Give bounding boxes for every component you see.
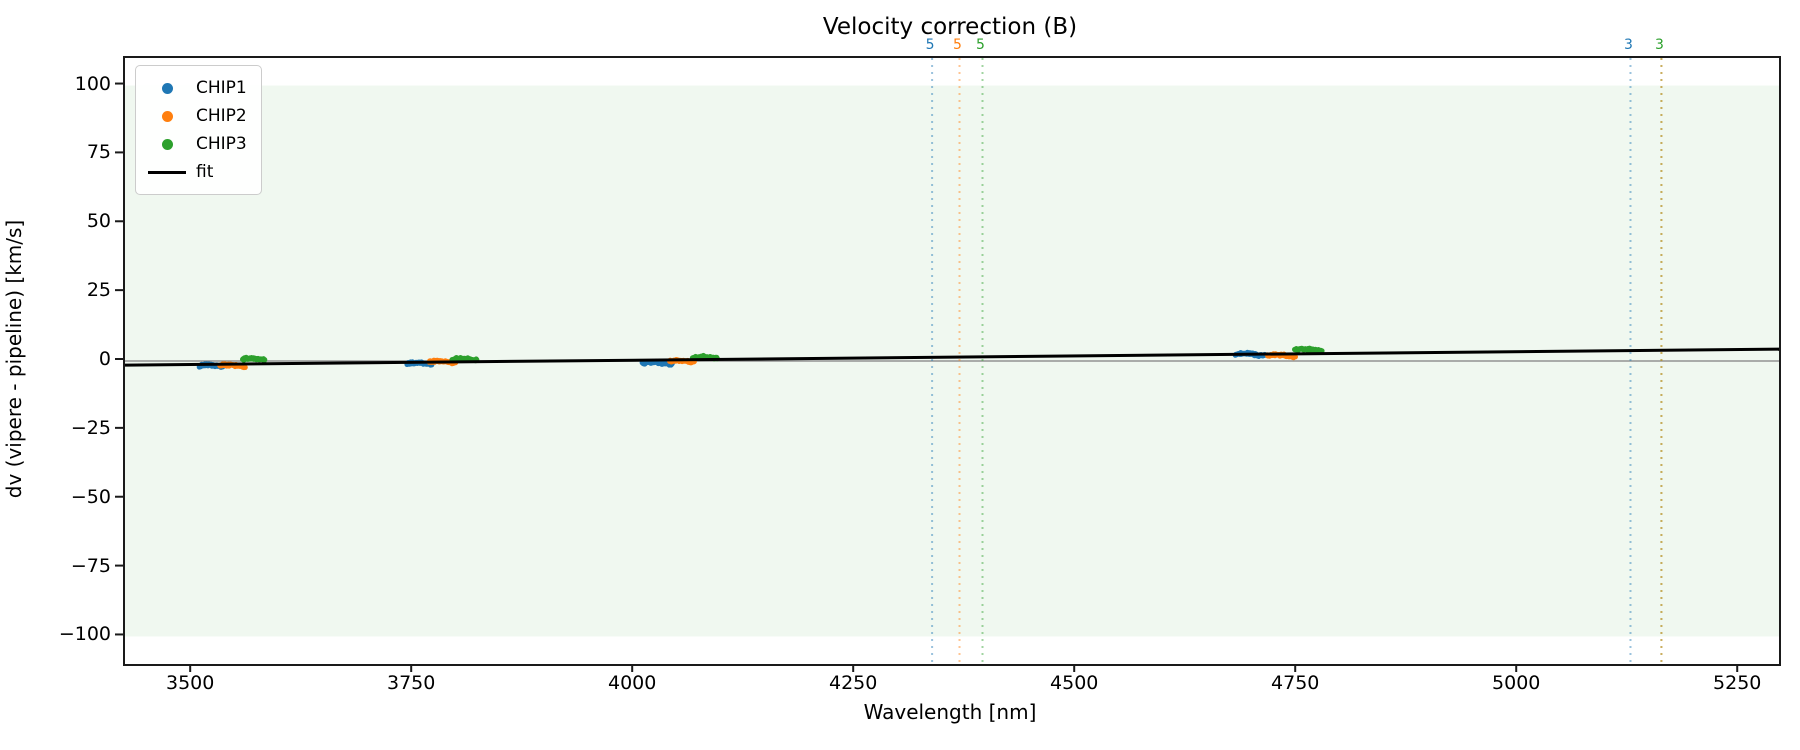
x-axis-label: Wavelength [nm] bbox=[863, 700, 1037, 724]
plot-canvas bbox=[125, 58, 1779, 664]
x-tick-label: 4250 bbox=[829, 672, 878, 694]
x-tick-label: 4000 bbox=[608, 672, 657, 694]
plot-area: CHIP1 CHIP2 CHIP3 fit bbox=[123, 56, 1781, 666]
legend-label: CHIP3 bbox=[196, 134, 247, 154]
legend-label: CHIP2 bbox=[196, 106, 247, 126]
legend-label: fit bbox=[196, 162, 214, 182]
vline-label-3: 3 bbox=[1624, 37, 1633, 53]
y-tick-label: −100 bbox=[58, 623, 111, 646]
data-point bbox=[1292, 354, 1298, 360]
y-tick-label: −25 bbox=[70, 416, 111, 439]
legend-item-chip1: CHIP1 bbox=[146, 74, 247, 102]
y-tick-label: 0 bbox=[98, 348, 111, 370]
y-tick-label: 25 bbox=[86, 279, 111, 302]
chart-title: Velocity correction (B) bbox=[822, 14, 1078, 40]
legend: CHIP1 CHIP2 CHIP3 fit bbox=[135, 65, 262, 195]
legend-label: CHIP1 bbox=[196, 78, 247, 98]
x-tick-label: 4500 bbox=[1050, 672, 1099, 694]
x-tick-label: 3500 bbox=[165, 672, 215, 694]
legend-item-chip2: CHIP2 bbox=[146, 102, 247, 130]
vline-label-0: 5 bbox=[925, 37, 935, 53]
legend-dot-chip2 bbox=[161, 110, 173, 122]
data-point bbox=[242, 364, 248, 370]
y-tick-label: 100 bbox=[74, 72, 111, 95]
y-axis-label: dv (vipere - pipeline) [km/s] bbox=[2, 219, 26, 499]
legend-item-fit: fit bbox=[146, 158, 247, 186]
y-tick-label: −50 bbox=[70, 485, 111, 508]
fit-line bbox=[125, 347, 1779, 367]
y-tick-label: 75 bbox=[86, 141, 111, 164]
data-point bbox=[262, 357, 268, 363]
vline-label-4: 3 bbox=[1654, 37, 1664, 53]
y-tick-label: 50 bbox=[86, 210, 111, 233]
legend-item-chip3: CHIP3 bbox=[146, 130, 247, 158]
vline-label-1: 5 bbox=[953, 37, 962, 53]
x-tick-label: 5250 bbox=[1713, 672, 1762, 694]
x-tick-label: 5000 bbox=[1492, 672, 1541, 694]
x-tick-label: 4750 bbox=[1271, 672, 1320, 694]
legend-dot-chip3 bbox=[161, 138, 173, 150]
vline-label-2: 5 bbox=[976, 37, 985, 53]
x-tick-label: 3750 bbox=[387, 672, 436, 694]
y-tick-label: −75 bbox=[70, 554, 111, 577]
legend-dot-chip1 bbox=[161, 82, 173, 94]
legend-line-fit bbox=[148, 170, 186, 174]
